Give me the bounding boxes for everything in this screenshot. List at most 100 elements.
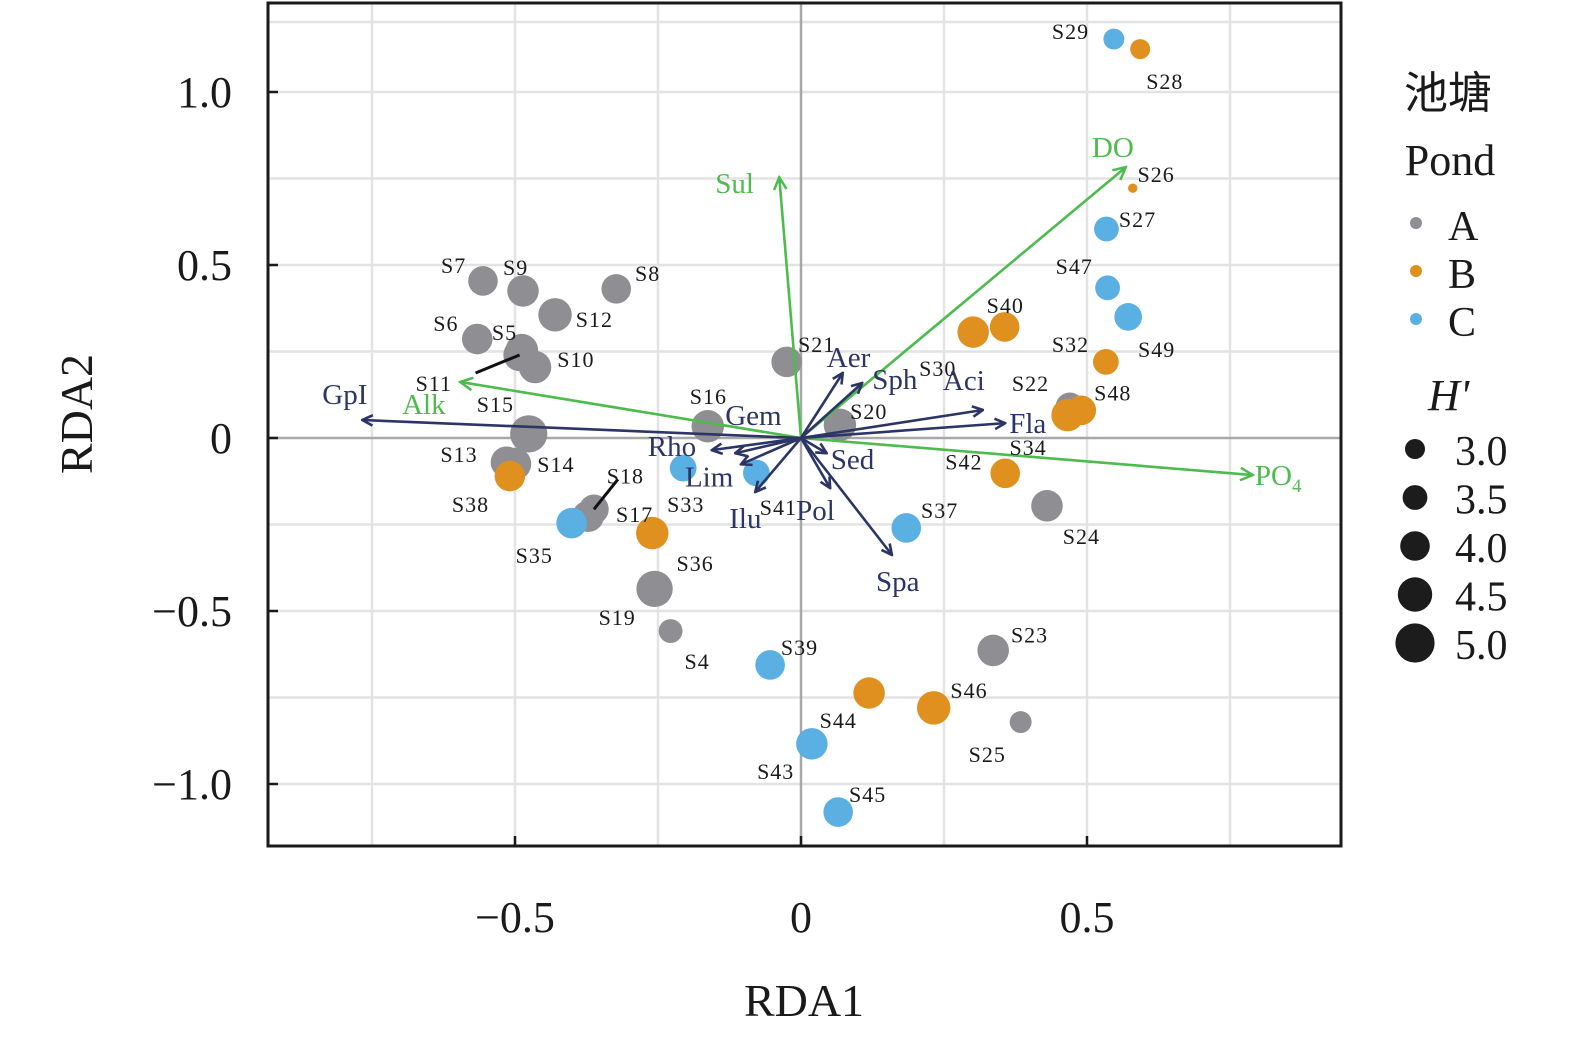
sample-point-s46 <box>916 691 951 725</box>
legend-size-title: H' <box>1427 371 1471 420</box>
point-label-s8: S8 <box>635 261 660 286</box>
legend-swatch-c <box>1410 313 1422 325</box>
point-label-s28: S28 <box>1146 69 1183 94</box>
sample-point-s27 <box>1094 216 1119 242</box>
sample-point-s23 <box>977 634 1009 667</box>
sample-point-s29 <box>1103 28 1125 50</box>
species-arrow-sph <box>800 383 862 439</box>
sample-point-s44 <box>796 728 828 760</box>
sample-point-s6 <box>461 323 493 355</box>
point-label-s13: S13 <box>440 442 477 467</box>
point-label-s37: S37 <box>921 498 958 523</box>
env-label-alk: Alk <box>402 389 446 421</box>
point-label-s35: S35 <box>516 543 553 568</box>
sample-point-s42 <box>990 458 1021 489</box>
point-label-s32: S32 <box>1052 332 1089 357</box>
point-label-s10: S10 <box>557 347 594 372</box>
species-arrow-gpi <box>362 420 802 440</box>
zero-lines <box>268 3 1341 846</box>
x-axis-title: RDA1 <box>744 975 864 1026</box>
point-label-s27: S27 <box>1119 207 1156 232</box>
point-label-s42: S42 <box>945 449 982 474</box>
legend-swatch-b <box>1410 265 1422 277</box>
sample-point-s30 <box>957 316 989 348</box>
arrows <box>362 167 1253 555</box>
point-label-s43: S43 <box>757 759 794 784</box>
point-label-s48: S48 <box>1094 380 1131 405</box>
point-label-s36: S36 <box>677 551 714 576</box>
legend-size-swatch <box>1397 577 1433 612</box>
legend-size-label: 4.0 <box>1455 526 1508 572</box>
species-arrow-fla <box>800 423 1005 440</box>
y-tick-label: 1.0 <box>177 68 232 117</box>
point-label-s12: S12 <box>576 307 613 332</box>
sample-point-s47 <box>1095 275 1120 301</box>
species-arrow-sed <box>800 436 827 453</box>
species-label-lim: Lim <box>685 461 734 493</box>
sample-point-s12 <box>538 298 572 332</box>
point-label-s38: S38 <box>452 492 489 517</box>
point-label-s40: S40 <box>987 293 1024 318</box>
species-label-spa: Spa <box>876 566 920 598</box>
sample-point-s8 <box>601 274 632 304</box>
legend: 池塘 Pond ABC H' 3.03.54.04.55.0 <box>1395 69 1508 669</box>
point-label-s23: S23 <box>1011 622 1048 647</box>
plot-frame <box>266 1 1343 848</box>
env-label-po4: PO4 <box>1255 460 1302 497</box>
legend-title-pond: Pond <box>1405 136 1495 185</box>
point-label-s16: S16 <box>690 384 727 409</box>
axes: −0.5 0 0.5 1.0 0.5 0 −0.5 −1.0 <box>152 68 1114 942</box>
sample-point-s24 <box>1031 490 1063 522</box>
species-label-gpi: GpI <box>322 379 367 411</box>
point-label-s14: S14 <box>537 452 574 477</box>
species-label-gem: Gem <box>725 400 782 432</box>
legend-size-swatch <box>1400 531 1430 561</box>
point-label-s47: S47 <box>1056 254 1093 279</box>
point-label-s7: S7 <box>441 253 466 278</box>
point-labels: S4 S5 S6 S7 S8 S9 S10 S11 S12 S13 S14 S15 S16 S17 S18 S… <box>322 19 1302 807</box>
point-label-s5: S5 <box>492 320 517 345</box>
species-label-sed: Sed <box>831 444 875 476</box>
point-label-s18: S18 <box>607 463 644 488</box>
y-tick-label: 0.5 <box>177 241 232 290</box>
point-label-s25: S25 <box>969 742 1006 767</box>
point-label-s20: S20 <box>850 399 887 424</box>
x-tick-label: 0 <box>790 893 812 942</box>
x-tick-label: 0.5 <box>1060 893 1115 942</box>
point-label-s17: S17 <box>616 502 653 527</box>
point-label-s26: S26 <box>1137 162 1174 187</box>
point-label-s11: S11 <box>416 371 452 396</box>
env-arrow-alk <box>460 382 802 440</box>
sample-point-s38 <box>494 460 526 492</box>
point-label-s39: S39 <box>781 635 818 660</box>
species-arrow-aer <box>799 373 843 439</box>
point-label-s49: S49 <box>1138 337 1175 362</box>
x-tick-label: −0.5 <box>475 893 555 942</box>
sample-point-s9 <box>507 275 539 307</box>
sample-point-s28 <box>1130 39 1151 60</box>
point-label-s34: S34 <box>1010 435 1047 460</box>
sample-point-s15 <box>510 415 548 453</box>
sample-point-s33 <box>669 454 697 482</box>
species-arrow-lim <box>741 436 802 464</box>
sample-point-s32 <box>1092 349 1119 375</box>
species-label-pol: Pol <box>796 495 835 527</box>
label-leader-line <box>475 353 521 375</box>
point-label-s46: S46 <box>950 678 987 703</box>
label-leader-line <box>592 478 620 511</box>
legend-size-label: 4.5 <box>1455 575 1508 621</box>
sample-point-s37 <box>891 513 922 543</box>
y-axis-title: RDA2 <box>51 354 102 474</box>
species-arrow-rho <box>712 436 802 450</box>
sample-point-s26 <box>1128 183 1138 193</box>
legend-label-b: B <box>1448 252 1476 298</box>
legend-title-cn: 池塘 <box>1404 69 1492 118</box>
species-label-rho: Rho <box>648 431 696 463</box>
sample-point-s7 <box>468 266 498 296</box>
env-arrow-po4 <box>800 436 1253 475</box>
species-label-ilu: Ilu <box>729 503 761 535</box>
sample-point-s16 <box>691 409 725 443</box>
y-tick-label: −0.5 <box>152 587 232 636</box>
species-arrow-aci <box>800 410 983 440</box>
